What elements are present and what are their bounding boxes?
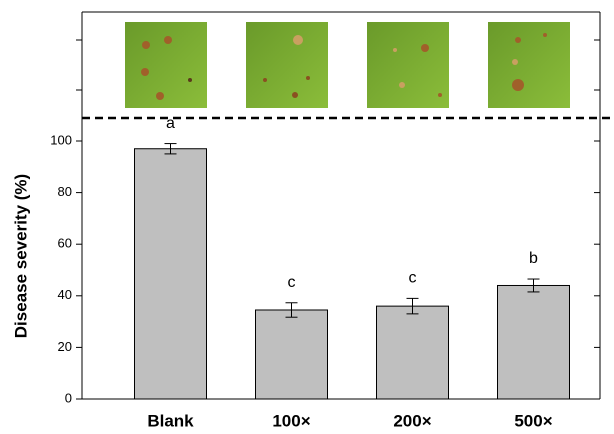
bar: [377, 306, 449, 399]
y-tick-label: 0: [65, 390, 72, 405]
y-tick-label: 80: [58, 184, 72, 199]
y-tick-label: 20: [58, 339, 72, 354]
bar: [135, 149, 207, 399]
y-tick-label: 60: [58, 236, 72, 251]
y-tick-label: 100: [50, 132, 72, 147]
significance-letter: b: [529, 250, 538, 267]
leaf-photo: [125, 22, 207, 108]
leaf-photo: [246, 22, 328, 108]
bar: [256, 310, 328, 399]
y-axis-label: Disease severity (%): [11, 174, 30, 338]
bar: [498, 285, 570, 399]
leaf-photo: [488, 22, 570, 108]
x-tick-label: 200×: [393, 411, 431, 430]
chart: Disease severity (%) 0 20 40 60 80 100 Blank a 1…: [0, 0, 614, 434]
x-tick-label: 500×: [514, 411, 552, 430]
leaf-photos: [125, 22, 570, 108]
y-tick-label: 40: [58, 287, 72, 302]
significance-letter: c: [288, 274, 296, 291]
leaf-photo: [367, 22, 449, 108]
significance-letter: c: [409, 270, 417, 287]
x-tick-label: Blank: [147, 411, 194, 430]
significance-letter: a: [166, 115, 175, 132]
x-tick-label: 100×: [272, 411, 310, 430]
